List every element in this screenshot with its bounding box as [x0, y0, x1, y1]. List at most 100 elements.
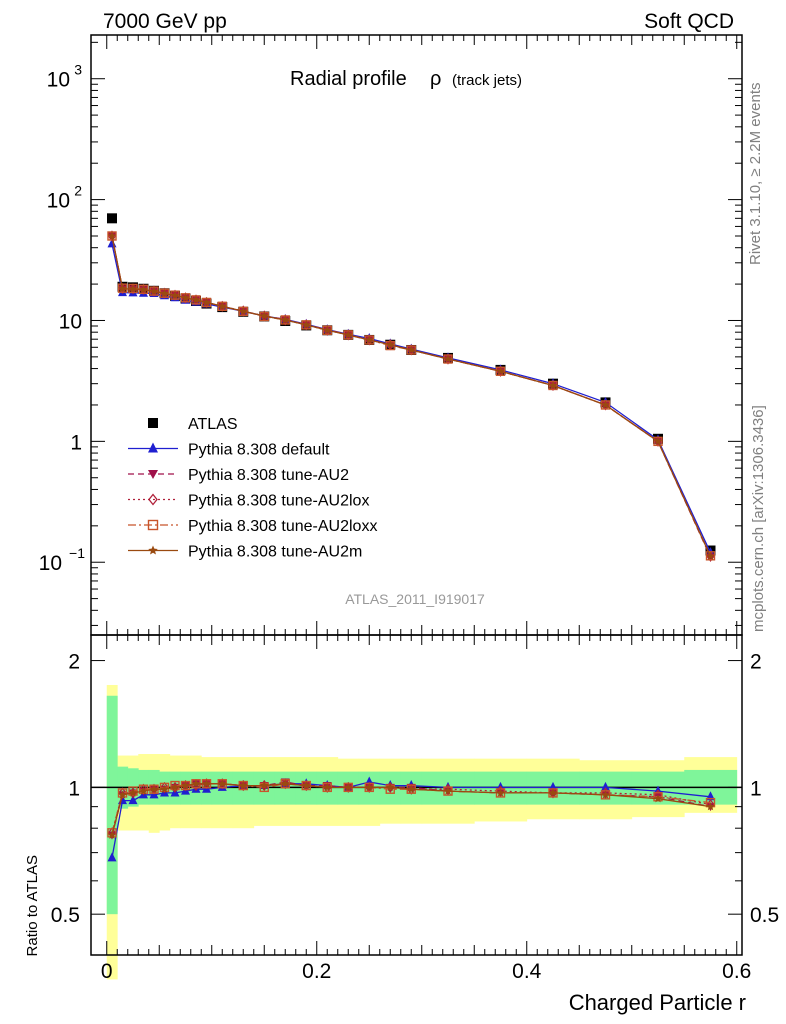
x-tick-label: 0 — [101, 960, 113, 983]
ratio-au2m-point — [191, 779, 201, 788]
ratio-au2m-point — [149, 784, 159, 793]
main-au2m-point — [217, 301, 227, 310]
plot-title-subtitle: (track jets) — [452, 72, 522, 89]
main-y-tick-label: 10 — [39, 552, 62, 575]
ratio-au2loxx-point — [128, 786, 138, 796]
ratio-au2loxx-point — [653, 792, 663, 802]
main-y-tick-label-exponent: −1 — [69, 545, 85, 561]
main-au2m-point — [139, 285, 148, 294]
ratio-au2m-point — [139, 786, 148, 795]
ratio-au2m-point — [343, 782, 353, 792]
main-au2m-point — [202, 297, 211, 307]
ratio-au2m-point — [107, 830, 117, 839]
ratio-au2m-point — [118, 790, 127, 799]
ratio-y-tick-label-right: 1 — [750, 777, 762, 800]
legend-label: Pythia 8.308 tune-AU2m — [188, 544, 362, 561]
axis-ticks — [91, 35, 742, 956]
ratio-au2m-point — [238, 781, 248, 790]
main-au2m-point — [238, 306, 248, 315]
main-au2m-point — [364, 335, 374, 344]
x-axis-title: Charged Particle r — [569, 990, 746, 1015]
ratio-default-point — [107, 852, 117, 862]
legend-marker — [148, 545, 158, 555]
ratio-au2lox-point — [706, 799, 715, 811]
ratio-au2m-point — [170, 782, 180, 792]
main-y-tick-label-exponent: 3 — [74, 62, 82, 78]
main-au2m-point — [128, 284, 138, 293]
ratio-au2m-point — [443, 786, 453, 795]
legend-marker — [148, 493, 158, 506]
ratio-au2m-point — [217, 779, 227, 788]
main-y-tick-label: 10 — [59, 310, 82, 333]
analysis-watermark: ATLAS_2011_I919017 — [345, 591, 485, 607]
ratio-y-axis-title: Ratio to ATLAS — [24, 855, 41, 956]
main-au2m-point — [548, 380, 558, 390]
main-y-tick-label-exponent: 2 — [74, 183, 82, 199]
main-au2m-point — [385, 340, 395, 349]
ratio-au2m-point — [259, 781, 269, 790]
header-energy-label: 7000 GeV pp — [103, 10, 227, 33]
main-au2m-point — [496, 366, 505, 375]
main-y-tick-label: 1 — [70, 431, 82, 454]
legend-label: Pythia 8.308 tune-AU2lox — [188, 493, 369, 510]
ratio-au2m-point — [322, 782, 332, 792]
ratio-au2m-point — [160, 784, 169, 793]
ratio-au2m-point — [301, 781, 311, 790]
main-au2m-point — [118, 284, 127, 293]
ratio-y-tick-label: 0.5 — [51, 904, 80, 927]
main-au2m-point — [601, 400, 610, 409]
ratio-au2m-point — [653, 794, 663, 803]
main-au2m-point — [170, 290, 180, 300]
ratio-au2loxx-point — [170, 780, 180, 791]
ratio-au2m-point — [706, 802, 715, 811]
plot-title-symbol: ρ — [430, 68, 441, 90]
legend-label: Pythia 8.308 tune-AU2loxx — [188, 518, 377, 535]
main-au2m-point — [259, 311, 269, 320]
main-atlas-point — [107, 213, 117, 224]
main-au2m-point — [653, 436, 663, 445]
legend-marker — [148, 418, 158, 428]
ratio-au2loxx-point — [159, 782, 170, 793]
main-au2m-point — [406, 345, 416, 354]
ratio-au2loxx-point — [138, 784, 149, 794]
x-tick-label: 0.2 — [302, 960, 331, 983]
main-au2m-point — [301, 320, 311, 329]
main-au2m-point — [107, 231, 117, 240]
main-au2loxx-point — [117, 283, 128, 293]
main-panel — [91, 35, 742, 635]
ratio-au2m-point — [128, 788, 138, 797]
legend-label: Pythia 8.308 tune-AU2 — [188, 467, 349, 484]
ratio-panel-frame — [90, 634, 743, 956]
ratio-series-group — [107, 776, 716, 862]
ratio-au2m-point — [280, 779, 290, 788]
ratio-y-tick-label: 1 — [68, 777, 80, 800]
ratio-au2m-point — [181, 781, 190, 790]
main-au2m-point — [181, 293, 190, 302]
plot-title: Radial profile — [290, 68, 407, 90]
legend-marker — [147, 519, 159, 531]
band-inner-segment — [106, 695, 118, 915]
main-y-tick-label: 10 — [47, 190, 70, 213]
main-au2lox-point — [128, 283, 138, 295]
main-au2m-point — [706, 551, 715, 560]
x-tick-label: 0.6 — [722, 960, 751, 983]
ratio-au2m-point — [202, 779, 211, 788]
ratio-default-point — [601, 781, 610, 791]
main-au2m-point — [343, 330, 353, 339]
main-au2m-point — [149, 286, 159, 296]
legend: ATLAS Pythia 8.308 default Pythia 8.308 tu… — [128, 416, 377, 561]
legend-marker — [148, 442, 158, 453]
main-au2m-point — [280, 315, 290, 324]
ratio-au2m-point — [406, 784, 416, 793]
ratio-y-tick-label-right: 2 — [750, 651, 762, 674]
main-au2m-point — [160, 289, 169, 298]
main-y-tick-label: 10 — [47, 69, 70, 92]
rivet-version-label: Rivet 3.1.10, ≥ 2.2M events — [747, 83, 764, 266]
ratio-au2m-point — [548, 788, 558, 797]
ratio-y-tick-label-right: 0.5 — [750, 904, 779, 927]
ratio-au2m-point — [601, 790, 610, 799]
legend-marker — [148, 470, 158, 479]
legend-label: Pythia 8.308 default — [188, 442, 330, 459]
legend-label: ATLAS — [188, 416, 238, 433]
